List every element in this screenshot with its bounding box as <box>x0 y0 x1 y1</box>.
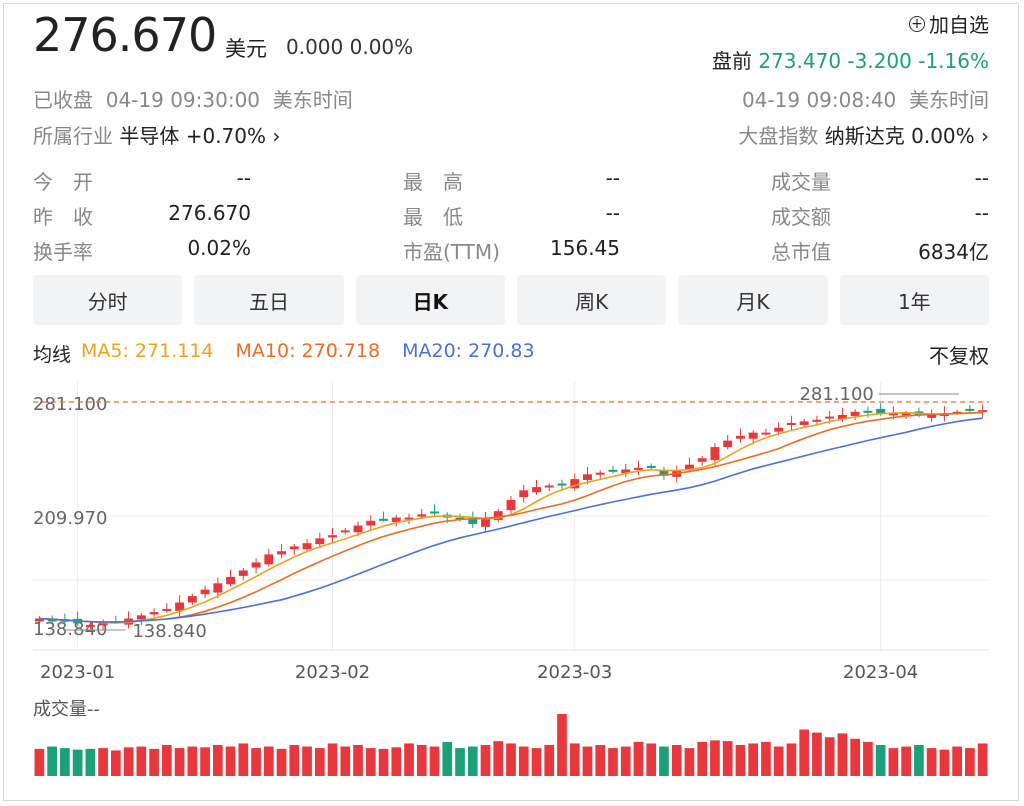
stat-value: 6834亿 <box>918 240 989 264</box>
stat-value: 0.02% <box>187 236 251 260</box>
tab-weekly-k[interactable]: 周K <box>516 275 667 325</box>
stat-prev-close: 昨 收 276.670 <box>33 201 251 229</box>
stat-turnover: 成交额 -- <box>771 201 989 229</box>
industry-label: 所属行业 <box>33 124 113 148</box>
pre-timezone-label: 美东时间 <box>909 88 989 112</box>
ma-label: 均线 <box>33 344 72 366</box>
industry-link[interactable]: 所属行业 半导体 +0.70% › <box>33 120 280 149</box>
stat-value: -- <box>974 201 989 225</box>
stat-market-cap: 总市值 6834亿 <box>771 236 989 264</box>
tab-one-year[interactable]: 1年 <box>839 275 989 325</box>
ma10-value: MA10: 270.718 <box>235 340 381 362</box>
index-value: 纳斯达克 0.00% › <box>824 124 989 148</box>
adjust-toggle[interactable]: 不复权 <box>929 344 989 368</box>
ma5-value: MA5: 271.114 <box>81 340 214 362</box>
stat-label: 市盈(TTM) <box>403 240 500 264</box>
premarket-value: 273.470 -3.200 -1.16% <box>758 49 989 73</box>
premarket-time: 04-19 09:08:40 美东时间 <box>742 84 989 113</box>
stat-label: 最 高 <box>403 170 463 194</box>
stat-label: 最 低 <box>403 205 463 229</box>
tab-daily-k[interactable]: 日K <box>355 275 505 325</box>
last-price: 276.670 <box>33 8 217 62</box>
index-link[interactable]: 大盘指数 纳斯达克 0.00% › <box>738 120 989 149</box>
currency-unit: 美元 <box>225 37 267 61</box>
stat-volume: 成交量 -- <box>771 166 989 194</box>
timezone-label: 美东时间 <box>272 88 353 112</box>
stat-pe: 市盈(TTM) 156.45 <box>403 236 620 264</box>
premarket-label: 盘前 <box>711 49 752 73</box>
stat-label: 昨 收 <box>33 205 93 229</box>
stat-value: -- <box>605 201 620 225</box>
period-tabs: 分时 五日 日K 周K 月K 1年 <box>33 275 989 325</box>
tab-monthly-k[interactable]: 月K <box>678 275 828 325</box>
ma-legend: 均线 MA5: 271.114 MA10: 270.718 MA20: 270.… <box>33 340 535 367</box>
stat-value: 276.670 <box>168 201 251 225</box>
pre-time-value: 04-19 09:08:40 <box>741 88 897 112</box>
stat-low: 最 低 -- <box>403 201 620 229</box>
tab-intraday[interactable]: 分时 <box>33 275 183 325</box>
status-text: 已收盘 <box>33 88 93 112</box>
close-time: 04-19 09:30:00 <box>105 88 261 112</box>
stat-value: -- <box>605 166 620 190</box>
stat-high: 最 高 -- <box>403 166 620 194</box>
market-status: 已收盘 04-19 09:30:00 美东时间 <box>33 84 353 113</box>
plus-circle-icon: + <box>909 15 925 32</box>
stat-value: 156.45 <box>550 236 620 260</box>
stat-label: 成交量 <box>771 170 831 194</box>
stat-turnover-rate: 换手率 0.02% <box>33 236 251 264</box>
industry-value: 半导体 +0.70% › <box>119 124 281 148</box>
price-change: 0.000 0.00% <box>286 35 414 59</box>
stat-label: 成交额 <box>771 205 831 229</box>
stat-label: 今 开 <box>33 170 93 194</box>
stat-value: -- <box>974 166 989 190</box>
tab-five-day[interactable]: 五日 <box>194 275 344 325</box>
add-watchlist-label: 加自选 <box>929 13 989 37</box>
ma20-value: MA20: 270.83 <box>402 340 535 362</box>
stat-label: 总市值 <box>771 240 831 264</box>
quote-panel <box>3 3 1019 801</box>
stat-value: -- <box>236 166 251 190</box>
index-label: 大盘指数 <box>738 124 819 148</box>
stat-label: 换手率 <box>33 240 93 264</box>
stat-open: 今 开 -- <box>33 166 251 194</box>
premarket-quote: 盘前 273.470 -3.200 -1.16% <box>712 45 989 74</box>
add-watchlist-button[interactable]: + 加自选 <box>909 9 989 38</box>
